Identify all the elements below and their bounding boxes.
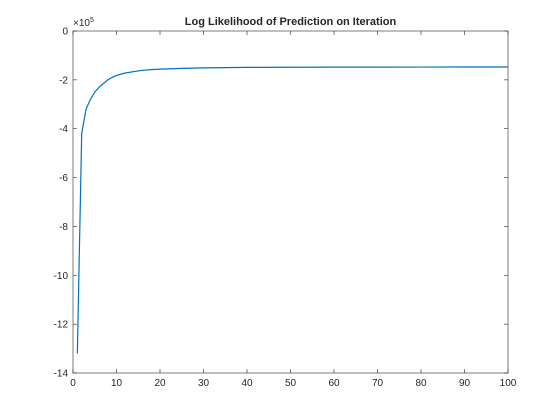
x-tick-label: 80	[415, 378, 427, 389]
x-tick-label: 10	[111, 378, 123, 389]
chart-title: Log Likelihood of Prediction on Iteratio…	[185, 16, 397, 28]
y-axis: 0 -2 -4 -6 -8 -10 -12 -14	[54, 27, 508, 380]
plot-area	[72, 30, 509, 374]
x-tick-label: 70	[372, 378, 384, 389]
y-tick-label: -6	[59, 173, 68, 184]
x-tick-label: 60	[328, 378, 340, 389]
x-tick-label: 20	[154, 378, 166, 389]
y-tick-label: -12	[54, 320, 69, 331]
y-tick-label: 0	[62, 27, 68, 38]
x-tick-label: 0	[70, 378, 76, 389]
x-tick-label: 50	[285, 378, 297, 389]
y-tick-label: -10	[54, 271, 69, 282]
x-axis: 0 10 20 30 40 50 60 70 80 90 100	[70, 31, 517, 389]
y-tick-label: -8	[59, 222, 68, 233]
x-tick-label: 40	[241, 378, 253, 389]
y-axis-scale-label: ×105	[73, 17, 94, 29]
series-line	[76, 66, 509, 354]
y-tick-label: -14	[54, 369, 69, 380]
x-tick-label: 30	[198, 378, 210, 389]
y-tick-label: -2	[59, 75, 68, 86]
x-tick-label: 100	[500, 378, 517, 389]
y-tick-label: -4	[59, 124, 68, 135]
x-tick-label: 90	[459, 378, 471, 389]
